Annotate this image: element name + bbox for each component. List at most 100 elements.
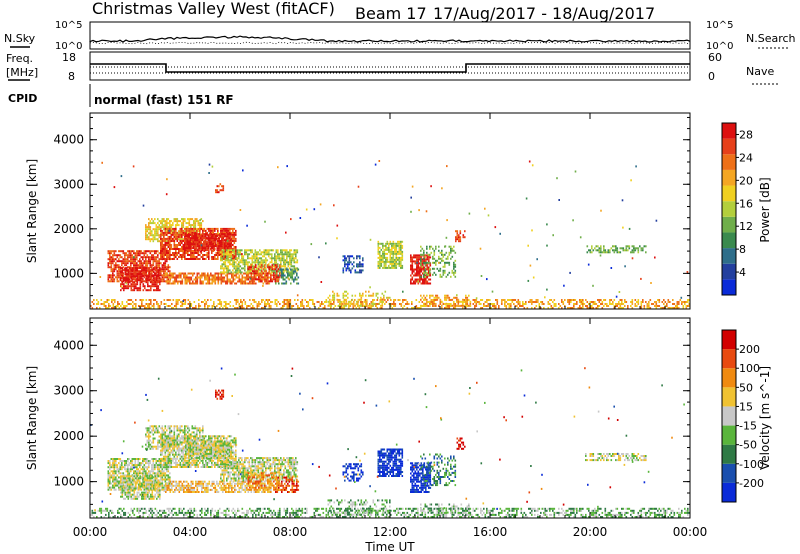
range-gate-cell [184, 231, 186, 234]
range-gate-cell [235, 246, 237, 248]
range-gate-cell [182, 240, 185, 242]
range-gate-cell [130, 289, 133, 292]
range-gate-cell [182, 252, 185, 254]
range-gate-cell [236, 263, 239, 266]
range-gate-cell [278, 274, 280, 277]
range-gate-cell [151, 272, 153, 275]
range-gate-cell [205, 258, 207, 260]
range-gate-cell [289, 267, 291, 270]
range-gate-cell [389, 250, 392, 253]
range-gate-cell [194, 256, 197, 258]
range-gate-cell [448, 253, 451, 256]
range-gate-cell [154, 252, 156, 255]
range-gate-cell [417, 272, 420, 275]
range-gate-cell [194, 226, 197, 229]
range-gate-cell [456, 296, 458, 299]
range-gate-cell [383, 298, 385, 301]
range-gate-cell [336, 224, 339, 227]
range-gate-cell [151, 218, 153, 221]
range-gate-cell [192, 247, 195, 250]
range-gate-cell [574, 299, 577, 301]
range-gate-cell [186, 280, 188, 283]
range-gate-cell [251, 255, 254, 258]
range-gate-cell [212, 227, 215, 230]
range-gate-cell [411, 278, 414, 281]
range-gate-cell [185, 245, 187, 248]
range-gate-cell [432, 247, 434, 250]
range-gate-cell [207, 299, 209, 301]
range-gate-cell [492, 303, 494, 305]
range-gate-cell [128, 268, 131, 271]
range-gate-cell [137, 260, 140, 263]
range-gate-cell [125, 260, 128, 263]
range-gate-cell [222, 245, 225, 248]
range-gate-cell [385, 256, 387, 259]
range-gate-cell [151, 281, 154, 284]
range-gate-cell [448, 296, 451, 299]
range-gate-cell [474, 307, 476, 309]
range-gate-cell [238, 263, 240, 266]
range-gate-cell [157, 262, 159, 265]
range-gate-cell [422, 278, 424, 281]
range-gate-cell [155, 224, 158, 227]
range-gate-cell [197, 227, 200, 230]
range-gate-cell [158, 220, 161, 223]
range-gate-cell [130, 462, 132, 465]
range-gate-cell [217, 276, 220, 279]
colorbar-swatch [722, 232, 736, 249]
range-gate-cell [246, 276, 248, 279]
range-gate-cell [422, 260, 424, 263]
range-gate-cell [585, 299, 587, 301]
range-gate-cell [195, 235, 198, 238]
range-gate-cell [621, 301, 623, 303]
range-gate-cell [421, 253, 424, 256]
range-gate-cell [224, 259, 227, 262]
range-gate-cell [226, 239, 229, 242]
range-gate-cell [516, 301, 518, 303]
range-gate-cell [136, 275, 139, 278]
range-gate-cell [204, 307, 206, 309]
range-gate-cell [271, 257, 273, 260]
range-gate-cell [190, 258, 192, 260]
range-gate-cell [377, 252, 380, 255]
range-gate-cell [392, 256, 395, 259]
range-gate-cell [430, 294, 433, 297]
range-gate-cell [402, 301, 404, 303]
range-gate-cell [175, 235, 177, 238]
range-gate-cell [195, 249, 198, 252]
range-gate-cell [160, 256, 162, 258]
range-gate-cell [675, 307, 677, 309]
range-gate-cell [541, 301, 544, 303]
range-gate-cell [167, 252, 170, 254]
range-gate-cell [442, 259, 445, 262]
range-gate-cell [271, 261, 273, 264]
range-gate-cell [297, 305, 299, 307]
range-gate-cell [327, 304, 330, 307]
range-gate-cell [376, 307, 379, 309]
range-gate-cell [239, 249, 242, 252]
range-gate-cell [163, 258, 165, 260]
range-gate-cell [439, 303, 442, 305]
range-gate-cell [222, 278, 224, 281]
range-gate-cell [391, 244, 393, 247]
colorbar-swatch [722, 201, 736, 217]
range-gate-cell [456, 298, 458, 301]
range-gate-cell [188, 218, 191, 221]
range-gate-cell [172, 248, 174, 250]
range-gate-cell [131, 460, 134, 462]
range-gate-cell [157, 256, 159, 259]
range-gate-cell [212, 245, 214, 248]
range-gate-cell [115, 276, 117, 279]
range-gate-cell [382, 258, 384, 261]
range-gate-cell [221, 263, 224, 266]
range-gate-cell [597, 249, 599, 252]
range-gate-cell [169, 276, 172, 279]
range-gate-cell [420, 256, 423, 259]
range-gate-cell [240, 305, 242, 307]
range-gate-cell [264, 270, 266, 273]
range-gate-cell [529, 301, 532, 303]
range-gate-cell [112, 258, 114, 261]
range-gate-cell [184, 244, 186, 246]
range-gate-cell [113, 464, 116, 467]
range-gate-cell [273, 272, 275, 275]
